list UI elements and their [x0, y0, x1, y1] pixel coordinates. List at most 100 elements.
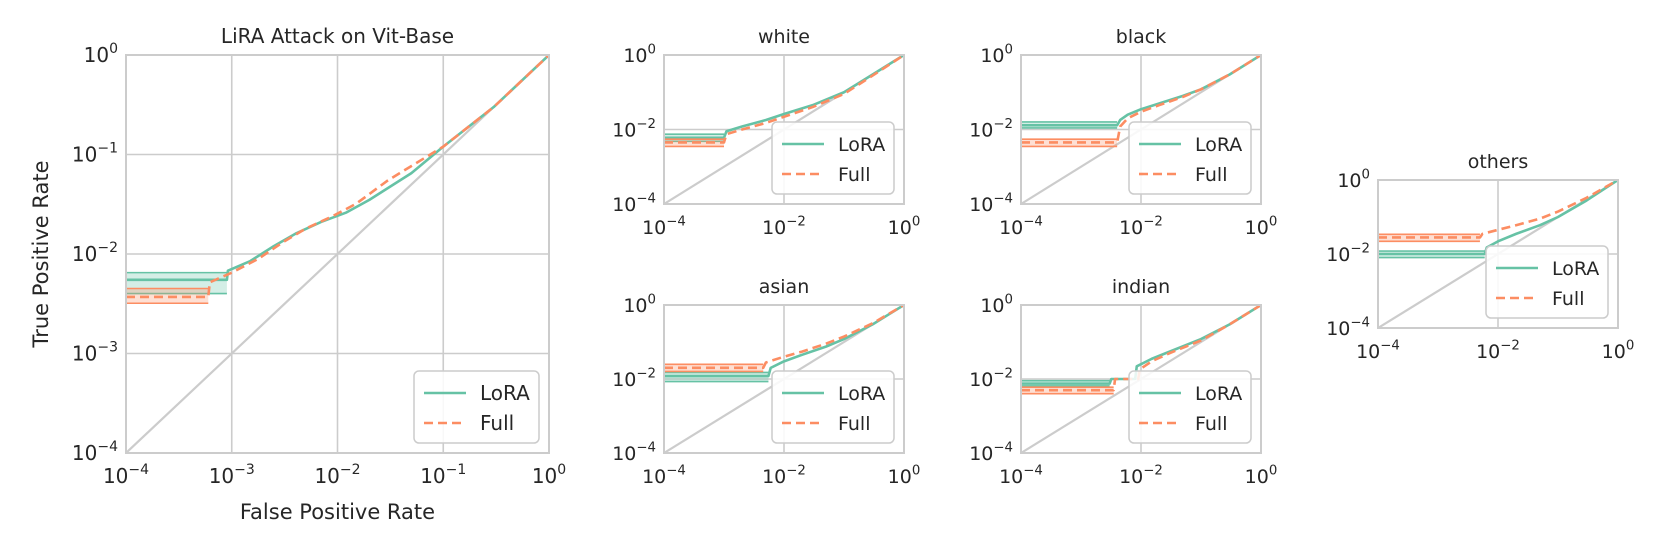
x-tick-label: 10−4: [1356, 338, 1400, 363]
x-tick-label: 100: [1245, 463, 1278, 488]
y-tick-label: 100: [623, 42, 656, 67]
series-full: [664, 305, 904, 373]
legend-label-lora: LoRA: [838, 134, 885, 156]
x-tick-label: 10−3: [209, 462, 255, 488]
y-tick-label: 10−2: [612, 117, 656, 142]
legend-label-full: Full: [1195, 164, 1228, 186]
series-line-full: [664, 55, 904, 144]
x-tick-label: 10−2: [762, 214, 806, 239]
legend-box: [1128, 121, 1252, 195]
legend-label-lora: LoRA: [838, 383, 885, 405]
legend: LoRA Full: [1485, 245, 1609, 319]
legend-label-lora: LoRA: [1195, 134, 1242, 156]
y-tick-label: 10−2: [1326, 241, 1370, 266]
y-tick-label: 10−4: [612, 191, 656, 216]
x-tick-label: 10−4: [103, 462, 149, 488]
y-tick-label: 100: [84, 41, 118, 67]
axes-frame: [1020, 304, 1262, 454]
y-tick-label: 10−4: [969, 440, 1013, 465]
x-tick-label: 100: [532, 462, 566, 488]
y-tick-label: 10−2: [969, 366, 1013, 391]
legend-box: [771, 121, 895, 195]
series-line-full: [1378, 180, 1618, 239]
chart-title: others: [1468, 151, 1529, 173]
legend-label-full: Full: [480, 411, 514, 435]
x-tick-label: 10−2: [314, 462, 360, 488]
legend-label-full: Full: [1552, 288, 1585, 310]
series-lora: [664, 305, 904, 383]
x-tick-label: 10−4: [642, 463, 686, 488]
legend: LoRA Full: [1128, 370, 1252, 444]
x-tick-label: 10−2: [1119, 214, 1163, 239]
x-tick-label: 10−4: [999, 214, 1043, 239]
series-lora: [1021, 305, 1261, 387]
x-tick-label: 100: [888, 463, 921, 488]
diagonal-reference-line: [126, 55, 549, 453]
y-tick-label: 10−4: [612, 440, 656, 465]
y-tick-label: 100: [1337, 167, 1370, 192]
y-tick-label: 10−2: [72, 240, 118, 266]
legend-label-full: Full: [1195, 413, 1228, 435]
legend: LoRA Full: [1128, 121, 1252, 195]
series-line-full: [1021, 305, 1261, 392]
x-tick-label: 100: [1245, 214, 1278, 239]
y-tick-label: 100: [623, 292, 656, 317]
x-tick-label: 10−2: [762, 463, 806, 488]
y-tick-label: 100: [980, 42, 1013, 67]
x-tick-label: 10−4: [999, 463, 1043, 488]
chart-title: asian: [759, 276, 810, 298]
x-tick-label: 10−4: [642, 214, 686, 239]
confidence-band: [126, 288, 209, 304]
axes-frame: [125, 54, 550, 454]
legend-box: [771, 370, 895, 444]
series-line-full: [126, 55, 549, 299]
series-line-lora: [664, 305, 904, 378]
legend-label-lora: LoRA: [480, 381, 530, 405]
legend-label-lora: LoRA: [1195, 383, 1242, 405]
y-tick-label: 10−4: [1326, 315, 1370, 340]
axes-frame: [1377, 179, 1619, 329]
y-axis-label: True Positive Rate: [29, 160, 53, 348]
series-full: [1021, 55, 1261, 148]
panel-asian: 10−4 10−2 100 10−4 10−2 100 asian LoRA Full: [612, 276, 920, 488]
axes-frame: [1020, 54, 1262, 205]
series-line-full: [1021, 55, 1261, 144]
axes-frame: [663, 54, 905, 205]
y-tick-label: 10−2: [969, 117, 1013, 142]
series-line-lora: [1021, 305, 1261, 385]
legend-box: [1128, 370, 1252, 444]
y-tick-label: 10−2: [612, 366, 656, 391]
x-axis-label: False Positive Rate: [240, 500, 435, 524]
y-tick-label: 10−4: [969, 191, 1013, 216]
legend: LoRA Full: [413, 370, 540, 444]
panel-indian: 10−4 10−2 100 10−4 10−2 100 indian LoRA Full: [969, 276, 1277, 488]
legend-box: [1485, 245, 1609, 319]
legend-label-full: Full: [838, 413, 871, 435]
series-full: [1378, 180, 1618, 243]
series-full: [126, 55, 549, 305]
legend-box: [413, 370, 540, 444]
x-tick-label: 10−2: [1476, 338, 1520, 363]
series-full: [1021, 305, 1261, 395]
chart-title: indian: [1112, 276, 1170, 298]
x-tick-label: 100: [888, 214, 921, 239]
panel-white: 10−4 10−2 100 10−4 10−2 100 white LoRA Full: [612, 26, 920, 239]
y-tick-label: 10−3: [72, 340, 118, 366]
legend: LoRA Full: [771, 370, 895, 444]
y-tick-label: 100: [980, 292, 1013, 317]
chart-title: LiRA Attack on Vit-Base: [221, 24, 454, 48]
series-full: [664, 55, 904, 148]
legend: LoRA Full: [771, 121, 895, 195]
axes-frame: [663, 304, 905, 454]
legend-label-full: Full: [838, 164, 871, 186]
x-tick-label: 10−1: [420, 462, 466, 488]
chart-title: white: [758, 26, 810, 48]
panel-main: 10−4 10−3 10−2 10−1 100 10−4 10−3 10−2 10−1 100 Li…: [29, 24, 566, 524]
x-tick-label: 100: [1602, 338, 1635, 363]
y-tick-label: 10−4: [72, 439, 118, 465]
chart-title: black: [1116, 26, 1166, 48]
series-line-full: [664, 305, 904, 370]
panel-black: 10−4 10−2 100 10−4 10−2 100 black LoRA Full: [969, 26, 1277, 239]
legend-label-lora: LoRA: [1552, 258, 1599, 280]
